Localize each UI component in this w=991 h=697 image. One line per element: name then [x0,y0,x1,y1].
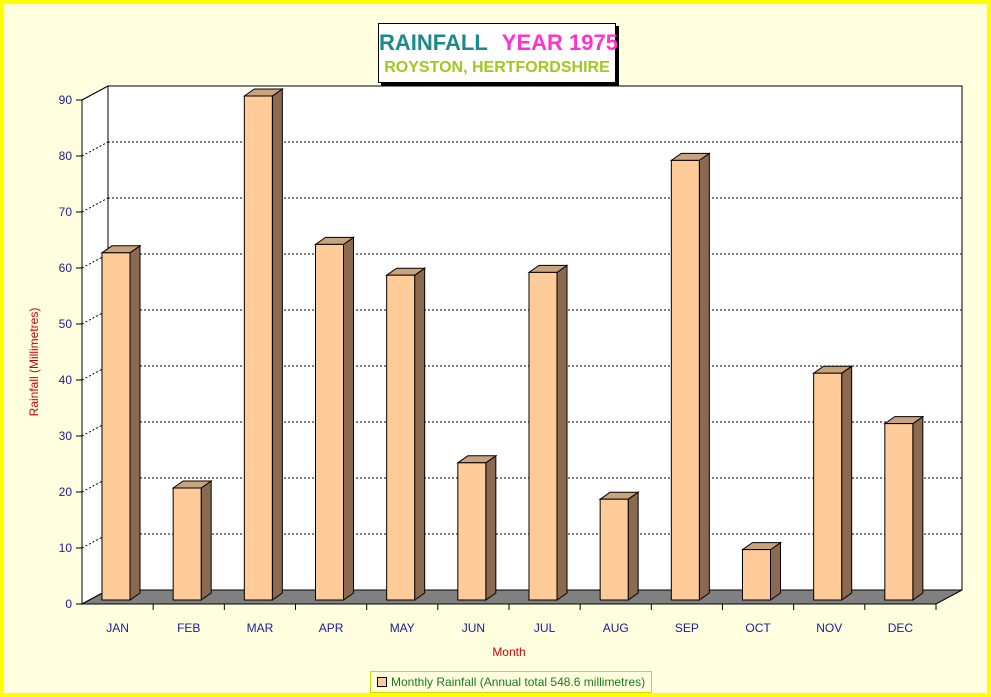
bar-aug [599,498,629,601]
gridline [81,197,109,213]
chart-title: RAINFALL [379,30,488,55]
bar-side-nov [841,365,853,601]
bar-side-jul [556,264,568,601]
y-tick-label: 30 [59,429,73,443]
bar-side-aug [627,491,639,601]
legend-swatch [377,677,387,687]
x-tick-label: AUG [603,621,629,635]
x-tick-label: MAR [247,621,274,635]
y-tick-label: 60 [59,261,73,275]
y-tick-label: 70 [59,205,73,219]
x-tick-label: JUL [534,621,556,635]
gridline [81,141,109,157]
x-tick-label: APR [319,621,344,635]
chart-plot: 0 10 20 30 40 50 60 70 80 90 JAN FEB MAR APR MAY JUN JUL… [27,85,963,659]
x-tick-label: MAY [390,621,415,635]
bar-side-sep [698,152,710,601]
bar-oct [742,549,771,601]
bar-dec [884,423,914,601]
chart-title-year: YEAR 1975 [501,30,618,55]
x-tick-label: OCT [745,621,771,635]
chart-frame: 0 10 20 30 40 50 60 70 80 90 JAN FEB MAR APR MAY JUN JUL… [4,4,987,693]
bar-mar [243,95,273,601]
bar-side-may [414,267,426,601]
x-tick-label: JAN [106,621,129,635]
chart-subtitle: ROYSTON, HERTFORDSHIRE [384,59,610,76]
bar-side-jun [485,454,497,601]
bar-jul [528,271,558,601]
bar-sep [670,159,700,601]
x-tick-label: JUN [462,621,485,635]
y-tick-label: 10 [59,541,73,555]
x-axis-label: Month [492,645,525,659]
bar-side-jan [129,244,141,601]
x-tick-label: SEP [675,621,699,635]
bar-side-oct [770,541,781,601]
x-tick-label: DEC [888,621,914,635]
bar-jan [101,252,131,601]
bar-may [386,274,416,601]
y-tick-label: 50 [59,317,73,331]
chart-legend: Monthly Rainfall (Annual total 548.6 mil… [370,671,653,693]
x-tick-label: FEB [177,621,200,635]
bar-nov [813,372,843,601]
bar-side-apr [343,236,354,601]
bar-side-mar [271,88,283,601]
gridline [81,85,109,101]
y-tick-label: 80 [59,149,73,163]
x-tick-label: NOV [816,621,842,635]
y-tick-label: 90 [59,93,73,107]
bar-side-feb [200,480,212,601]
y-tick-label: 40 [59,373,73,387]
bar-feb [172,487,202,601]
y-tick-label: 20 [59,485,73,499]
legend-entry: Monthly Rainfall (Annual total 548.6 mil… [391,675,646,689]
bar-side-dec [912,415,924,601]
y-axis-label: Rainfall (Millimetres) [27,308,41,417]
chart-title-box: RAINFALL YEAR 1975 ROYSTON, HERTFORDSHIRE [378,23,618,83]
bar-jun [457,462,487,601]
bar-apr [315,243,344,601]
y-tick-label: 0 [65,597,72,611]
